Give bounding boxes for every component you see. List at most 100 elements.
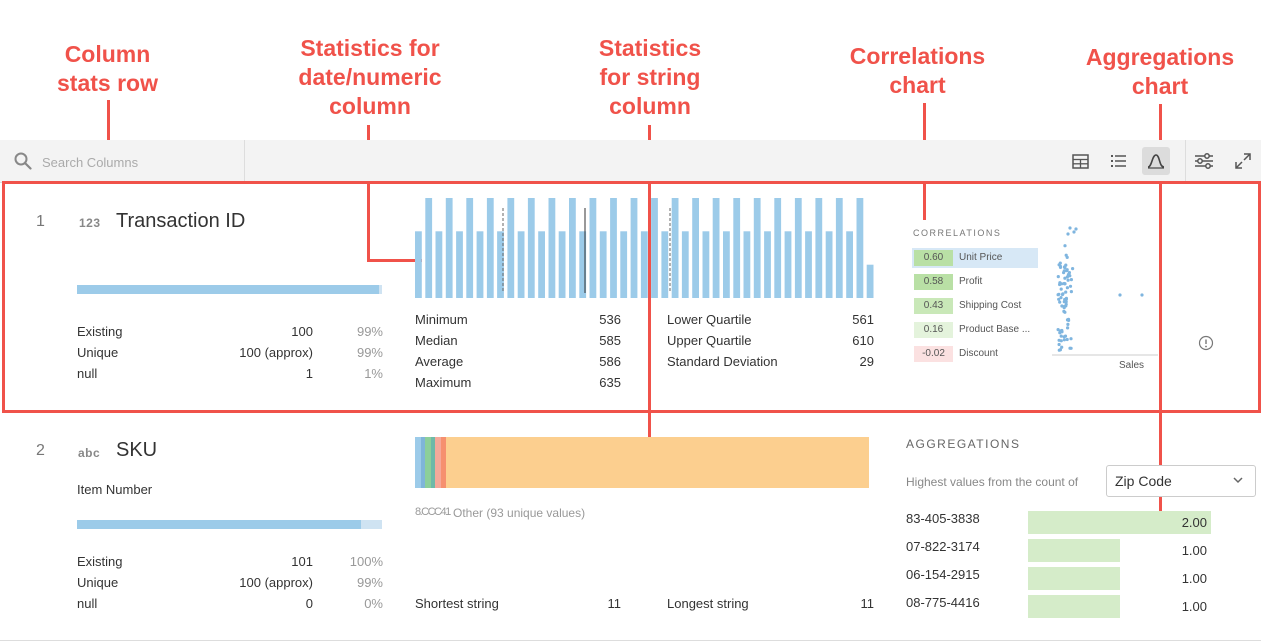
settings-button[interactable] <box>1190 147 1218 175</box>
histogram-bar[interactable] <box>661 231 669 298</box>
histogram-bar[interactable] <box>702 231 710 298</box>
histogram-bar[interactable] <box>825 231 833 298</box>
histogram-bar[interactable] <box>517 231 525 298</box>
string-value-segment[interactable] <box>420 437 426 488</box>
aggregations-title: AGGREGATIONS <box>906 437 1021 451</box>
stat-label: Unique <box>77 575 119 590</box>
correlation-scatter-plot[interactable] <box>1050 223 1160 358</box>
histogram-bar[interactable] <box>856 198 864 298</box>
table-view-icon <box>1071 153 1089 169</box>
histogram-bar[interactable] <box>764 231 771 298</box>
profile-view-button[interactable] <box>1142 147 1170 175</box>
histogram-bar[interactable] <box>805 231 812 298</box>
histogram-bar[interactable] <box>630 198 638 298</box>
histogram-bar[interactable] <box>733 198 741 298</box>
histogram-bar[interactable] <box>599 231 607 298</box>
string-value-segment[interactable] <box>415 437 421 488</box>
histogram-bar[interactable] <box>486 198 494 298</box>
histogram-bar[interactable] <box>476 231 484 298</box>
histogram-bar[interactable] <box>466 198 474 298</box>
correlation-column-name[interactable]: Discount <box>959 348 998 359</box>
string-distribution-bar[interactable] <box>415 437 874 488</box>
scatter-point <box>1062 309 1066 313</box>
correlation-column-name[interactable]: Profit <box>959 276 983 287</box>
histogram-bar[interactable] <box>681 231 689 298</box>
correlation-column-name[interactable]: Product Base ... <box>959 324 1031 335</box>
value-histogram[interactable] <box>415 198 877 298</box>
stat-value: 29 <box>859 354 874 369</box>
scatter-point <box>1069 337 1073 341</box>
histogram-bar[interactable] <box>620 231 628 298</box>
histogram-bar[interactable] <box>579 231 587 298</box>
scatter-point <box>1065 286 1069 290</box>
histogram-bar[interactable] <box>589 198 597 298</box>
expand-button[interactable] <box>1229 147 1257 175</box>
histogram-bar[interactable] <box>743 231 751 298</box>
histogram-bar[interactable] <box>712 198 720 298</box>
aggregation-key: 08-775-4416 <box>906 595 980 610</box>
histogram-bar[interactable] <box>815 198 823 298</box>
histogram-bar[interactable] <box>445 198 453 298</box>
histogram-bar[interactable] <box>507 198 515 298</box>
table-view-button[interactable] <box>1066 147 1094 175</box>
histogram-bar[interactable] <box>794 198 802 298</box>
histogram-bar[interactable] <box>846 231 853 298</box>
string-value-segment[interactable] <box>430 437 436 488</box>
histogram-bar[interactable] <box>415 231 422 298</box>
scatter-point <box>1060 292 1065 297</box>
annotation-pointer <box>648 125 651 465</box>
scatter-point <box>1059 287 1063 291</box>
correlations-title: CORRELATIONS <box>913 228 1002 238</box>
histogram-bar[interactable] <box>548 198 556 298</box>
correlation-value: 0.58 <box>914 274 953 290</box>
histogram-bar[interactable] <box>774 198 782 298</box>
annotation-pointer <box>1159 104 1162 514</box>
aggregation-bar[interactable] <box>1028 539 1120 562</box>
string-value-segment[interactable] <box>435 437 441 488</box>
histogram-bar[interactable] <box>425 198 433 298</box>
string-value-segment[interactable] <box>440 437 447 488</box>
annotation-highlight-box <box>2 181 1261 413</box>
row-divider <box>0 640 1261 641</box>
column-index: 2 <box>36 442 45 459</box>
info-icon[interactable] <box>1198 335 1214 351</box>
scatter-point <box>1140 293 1144 297</box>
scatter-point <box>1062 338 1066 342</box>
scatter-point <box>1056 275 1060 279</box>
aggregation-bar[interactable] <box>1028 511 1211 534</box>
histogram-bar[interactable] <box>610 198 617 298</box>
aggregation-bar[interactable] <box>1028 595 1120 618</box>
correlation-column-name[interactable]: Unit Price <box>959 252 1003 263</box>
correlation-column-name[interactable]: Shipping Cost <box>959 300 1022 311</box>
stat-value: 536 <box>599 312 621 327</box>
histogram-bar[interactable] <box>497 231 504 298</box>
histogram-bar[interactable] <box>866 264 874 298</box>
stat-label: Existing <box>77 324 123 339</box>
histogram-bar[interactable] <box>784 231 792 298</box>
histogram-bar[interactable] <box>538 231 545 298</box>
stat-value: 561 <box>852 312 874 327</box>
histogram-bar[interactable] <box>753 198 761 298</box>
scatter-x-label: Sales <box>1119 360 1145 371</box>
string-value-segment[interactable] <box>446 437 870 488</box>
histogram-bar[interactable] <box>692 198 699 298</box>
scatter-point <box>1069 278 1073 282</box>
aggregation-field-select[interactable]: Zip Code <box>1106 465 1256 497</box>
histogram-bar[interactable] <box>435 231 443 298</box>
aggregation-bar[interactable] <box>1028 567 1120 590</box>
stat-label: Median <box>415 333 458 348</box>
histogram-bar[interactable] <box>456 231 463 298</box>
histogram-bar[interactable] <box>671 198 679 298</box>
histogram-bar[interactable] <box>640 231 648 298</box>
select-value: Zip Code <box>1115 473 1172 489</box>
scatter-point <box>1068 284 1073 288</box>
list-view-button[interactable] <box>1104 147 1132 175</box>
histogram-bar[interactable] <box>651 198 658 298</box>
histogram-bar[interactable] <box>723 231 730 298</box>
string-value-segment[interactable] <box>425 437 431 488</box>
histogram-bar[interactable] <box>527 198 535 298</box>
search-input[interactable] <box>40 150 234 174</box>
histogram-bar[interactable] <box>835 198 843 298</box>
histogram-bar[interactable] <box>558 231 566 298</box>
histogram-bar[interactable] <box>569 198 576 298</box>
